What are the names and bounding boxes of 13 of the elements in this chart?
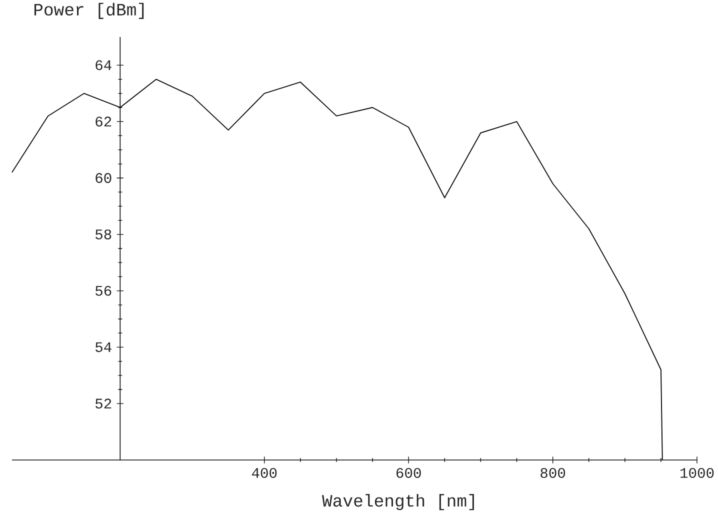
- y-tick-label: 64: [96, 60, 112, 70]
- x-axis-title: Wavelength [nm]: [322, 494, 474, 510]
- y-tick-label: 52: [96, 398, 112, 409]
- y-tick-label: 54: [96, 342, 112, 352]
- x-tick-label: 1000: [680, 468, 714, 478]
- y-tick-label: 60: [96, 173, 112, 183]
- x-tick-label: 600: [396, 468, 421, 478]
- y-tick-label: 56: [96, 286, 112, 296]
- y-axis-title: Power [dBm]: [34, 2, 144, 19]
- x-tick-label: 800: [540, 468, 566, 478]
- y-tick-label: 58: [96, 229, 112, 240]
- x-tick-label: 400: [252, 468, 277, 478]
- y-tick-label: 62: [96, 116, 112, 127]
